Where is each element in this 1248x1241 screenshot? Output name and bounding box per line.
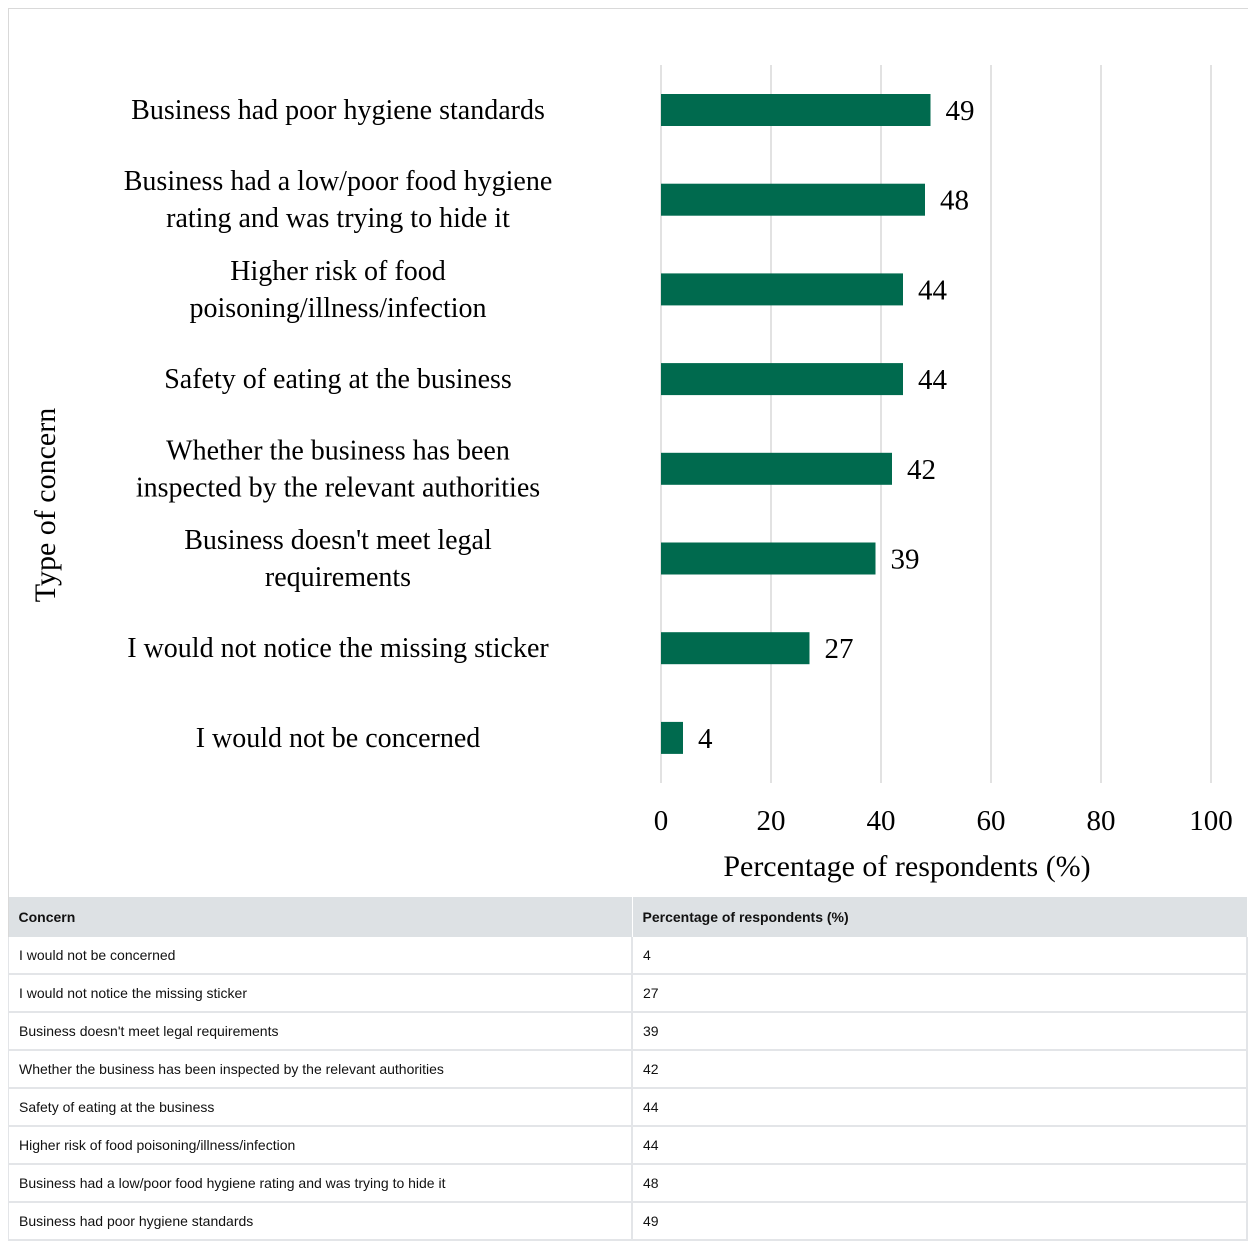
table-row: Business had a low/poor food hygiene rat…: [8, 1164, 1248, 1203]
table-cell-concern: Whether the business has been inspected …: [8, 1050, 633, 1089]
bar: [661, 632, 810, 665]
table-row: Safety of eating at the business 44: [8, 1088, 1248, 1127]
x-tick-label: 20: [757, 805, 786, 837]
category-label: I would not be concerned: [196, 723, 481, 754]
data-label: 42: [907, 454, 936, 486]
bar: [661, 721, 683, 754]
table-cell-percentage: 42: [632, 1050, 1248, 1089]
data-table: Concern Percentage of respondents (%) I …: [8, 897, 1248, 1241]
table-cell-concern: I would not notice the missing sticker: [8, 974, 633, 1013]
table-cell-concern: Business doesn't meet legal requirements: [8, 1012, 633, 1051]
category-label: rating and was trying to hide it: [166, 203, 510, 234]
category-labels: Business had poor hygiene standards Busin…: [124, 95, 553, 754]
x-tick-label: 40: [867, 805, 896, 837]
value-labels: 49 48 44 44 42 39 27 4: [698, 95, 975, 755]
category-label: Business had poor hygiene standards: [131, 95, 545, 126]
table-row: I would not be concerned 4: [8, 937, 1248, 975]
table-row: I would not notice the missing sticker 27: [8, 974, 1248, 1013]
bar: [661, 542, 876, 575]
bar: [661, 183, 925, 216]
table-cell-concern: Business had a low/poor food hygiene rat…: [8, 1164, 633, 1203]
x-tick-label: 60: [977, 805, 1006, 837]
table-header-concern: Concern: [8, 897, 633, 937]
table-cell-concern: Higher risk of food poisoning/illness/in…: [8, 1126, 633, 1165]
category-label: poisoning/illness/infection: [189, 293, 486, 324]
table-cell-concern: Business had poor hygiene standards: [8, 1202, 633, 1241]
table-cell-percentage: 39: [632, 1012, 1248, 1051]
bar: [661, 363, 903, 396]
bars: [661, 94, 931, 754]
x-axis-title: Percentage of respondents (%): [723, 850, 1090, 883]
x-tick-label: 0: [654, 805, 669, 837]
table-row: Whether the business has been inspected …: [8, 1050, 1248, 1089]
data-label: 44: [918, 364, 948, 396]
bar: [661, 452, 892, 485]
x-tick-labels: 0 20 40 60 80 100: [654, 805, 1233, 837]
table-header-row: Concern Percentage of respondents (%): [8, 897, 1248, 937]
x-tick-label: 100: [1189, 805, 1233, 837]
category-label: Safety of eating at the business: [164, 364, 512, 395]
table-cell-percentage: 48: [632, 1164, 1248, 1203]
table-row: Business had poor hygiene standards 49: [8, 1202, 1248, 1241]
table-cell-percentage: 4: [632, 937, 1248, 975]
category-label: Whether the business has been: [166, 435, 510, 466]
data-label: 44: [918, 274, 948, 306]
x-tick-label: 80: [1087, 805, 1116, 837]
table-cell-percentage: 49: [632, 1202, 1248, 1241]
table-cell-concern: Safety of eating at the business: [8, 1088, 633, 1127]
table-cell-percentage: 27: [632, 974, 1248, 1013]
bar-chart: Business had poor hygiene standards Busin…: [29, 65, 1233, 883]
gridlines: [660, 65, 1212, 783]
category-label: Business had a low/poor food hygiene: [124, 166, 553, 197]
chart-frame: [8, 8, 1248, 1231]
table-cell-percentage: 44: [632, 1126, 1248, 1165]
bar: [661, 94, 931, 126]
category-label: Business doesn't meet legal: [184, 525, 492, 556]
bar: [661, 273, 903, 306]
category-label: Higher risk of food: [230, 256, 445, 287]
table-cell-concern: I would not be concerned: [8, 937, 633, 975]
y-axis-title: Type of concern: [29, 408, 62, 602]
table-cell-percentage: 44: [632, 1088, 1248, 1127]
table-header-percentage: Percentage of respondents (%): [632, 897, 1248, 937]
data-label: 39: [891, 544, 920, 576]
table-row: Business doesn't meet legal requirements…: [8, 1012, 1248, 1051]
category-label: requirements: [265, 562, 411, 593]
data-label: 49: [946, 95, 975, 127]
table-row: Higher risk of food poisoning/illness/in…: [8, 1126, 1248, 1165]
category-label: inspected by the relevant authorities: [136, 472, 540, 503]
data-label: 48: [940, 185, 969, 217]
data-label: 27: [825, 633, 854, 665]
data-label: 4: [698, 723, 713, 755]
category-label: I would not notice the missing sticker: [127, 633, 549, 664]
